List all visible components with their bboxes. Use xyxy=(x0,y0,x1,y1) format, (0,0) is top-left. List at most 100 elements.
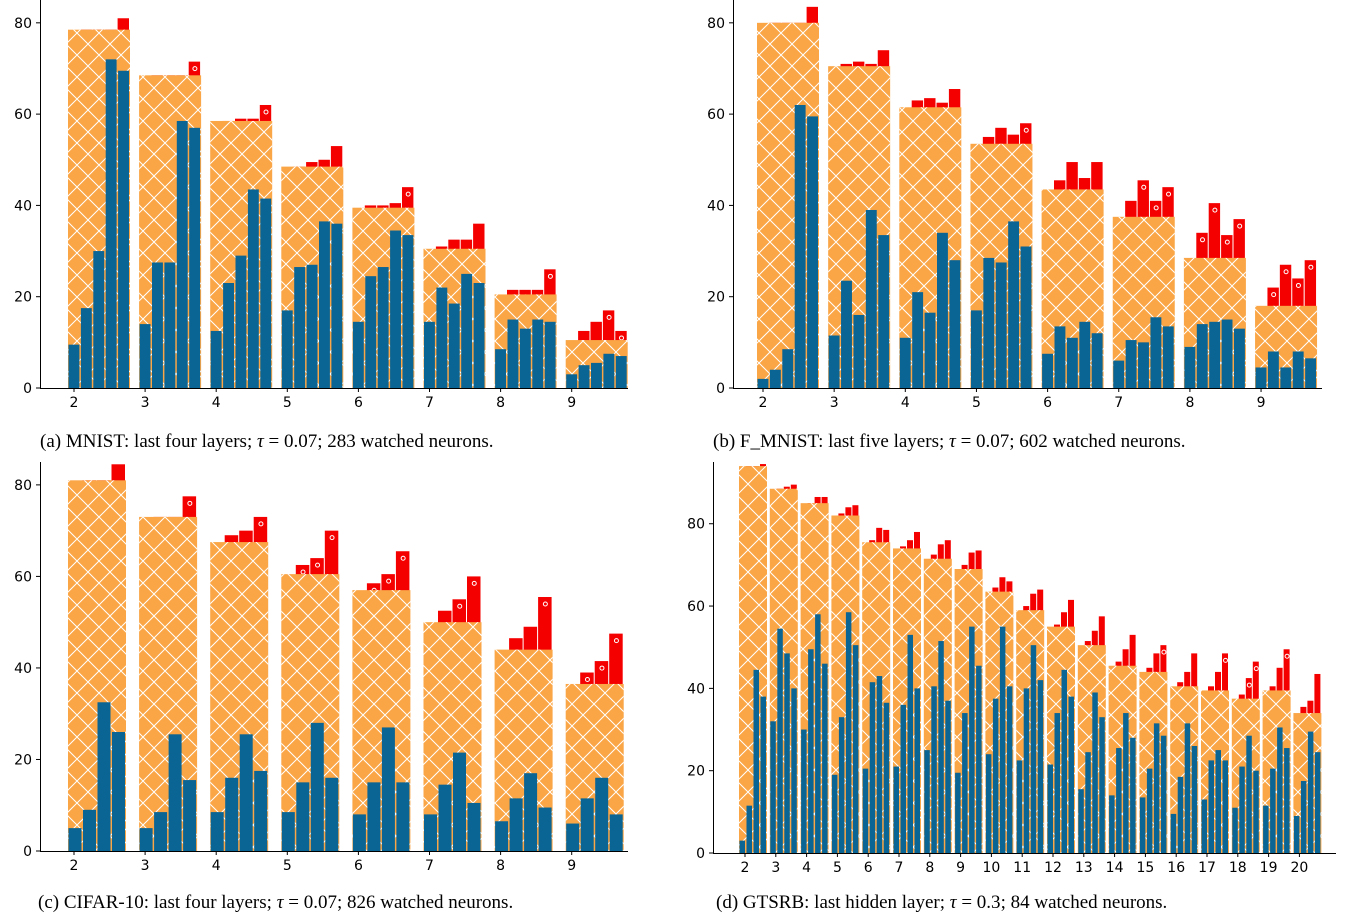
red-bar-b-7-3 xyxy=(1162,187,1174,218)
blue-bar-c-2-1 xyxy=(83,809,96,851)
x-tick-label-c-2: 2 xyxy=(70,858,79,874)
caption-d-tau: τ xyxy=(949,892,957,913)
blue-bar-d-7-2 xyxy=(907,634,913,853)
blue-bar-a-6-4 xyxy=(402,235,414,388)
red-bar-d-13-0 xyxy=(1084,641,1091,646)
blue-bar-d-6-2 xyxy=(876,676,883,853)
marker-dot-d-18-2 xyxy=(1253,666,1259,672)
marker-dot-c-5-0 xyxy=(300,569,306,575)
red-bar-b-2-3 xyxy=(806,6,818,24)
x-tick-label-b-9: 9 xyxy=(1257,395,1266,411)
x-tick-label-d-12: 12 xyxy=(1044,860,1062,876)
red-bar-d-12-1 xyxy=(1061,612,1067,628)
y-tick-label-a-80: 80 xyxy=(14,16,32,32)
blue-bar-d-8-3 xyxy=(945,700,951,853)
blue-bar-b-3-2 xyxy=(853,314,865,388)
red-bar-b-6-3 xyxy=(1091,162,1103,191)
red-bar-b-9-2 xyxy=(1292,278,1304,307)
x-tick-label-d-15: 15 xyxy=(1136,860,1154,876)
blue-bar-a-4-0 xyxy=(210,330,222,388)
blue-bar-d-2-1 xyxy=(746,805,752,853)
x-tick-label-d-14: 14 xyxy=(1106,860,1124,876)
marker-dot-d-17-2 xyxy=(1223,657,1228,663)
x-tick-label-d-19: 19 xyxy=(1260,860,1278,876)
x-tick-label-d-13: 13 xyxy=(1075,860,1093,876)
x-tick-label-d-4: 4 xyxy=(802,860,811,876)
red-bar-a-9-1 xyxy=(590,321,602,341)
blue-bar-a-5-1 xyxy=(294,267,306,388)
blue-bar-c-2-3 xyxy=(112,732,125,851)
blue-bar-c-4-3 xyxy=(254,770,268,851)
red-bar-d-5-1 xyxy=(845,507,852,517)
blue-bar-b-4-1 xyxy=(912,292,924,388)
blue-bar-a-7-0 xyxy=(424,321,435,388)
blue-bar-b-3-3 xyxy=(865,209,877,388)
blue-bar-c-3-3 xyxy=(183,780,197,851)
blue-bar-d-6-0 xyxy=(862,768,869,853)
blue-bar-b-4-2 xyxy=(924,312,936,388)
caption-a-tau: τ xyxy=(256,431,264,452)
marker-dot-c-5-1 xyxy=(315,562,321,568)
red-bar-b-7-2 xyxy=(1149,200,1162,218)
blue-bar-d-7-0 xyxy=(893,766,899,853)
red-bar-d-10-2 xyxy=(1006,581,1013,593)
red-bar-c-6-0 xyxy=(366,583,381,592)
chart-panel-b: 2 3 4 5 6 7 8 9 0 20 40 60 80 xyxy=(707,0,1322,411)
blue-bar-c-8-1 xyxy=(509,798,523,851)
chart-panel-d: 2 3 4 5 6 7 8 9 10 11 12 13 14 15 16 17 18 19 20 0 20 40 60 80 xyxy=(687,462,1336,876)
red-bar-c-8-0 xyxy=(509,638,523,651)
red-bar-d-5-0 xyxy=(838,513,845,517)
red-bar-b-8-1 xyxy=(1208,203,1221,259)
blue-bar-b-9-0 xyxy=(1255,367,1267,388)
red-bar-a-6-3 xyxy=(402,187,414,209)
marker-dot-b-8-1 xyxy=(1212,207,1218,213)
red-bar-d-12-0 xyxy=(1054,624,1060,628)
caption-a-prefix: (a) MNIST: last four layers; xyxy=(40,431,257,452)
y-tick-label-d-20: 20 xyxy=(687,764,705,780)
blue-bar-a-6-1 xyxy=(365,276,377,388)
blue-bar-d-19-1 xyxy=(1270,768,1276,853)
marker-dot-c-3-2 xyxy=(187,500,193,506)
red-bar-c-7-1 xyxy=(452,599,466,624)
blue-bar-d-10-3 xyxy=(1006,686,1013,853)
marker-dot-b-9-0 xyxy=(1271,292,1277,298)
blue-bar-b-6-3 xyxy=(1079,321,1091,388)
blue-bar-c-5-3 xyxy=(325,777,339,851)
red-bar-d-20-1 xyxy=(1307,700,1314,714)
red-bar-d-19-0 xyxy=(1269,686,1276,692)
red-bar-a-5-1 xyxy=(306,162,318,168)
marker-dot-a-3-3 xyxy=(192,66,198,72)
red-bar-a-8-2 xyxy=(531,289,544,296)
blue-bar-b-2-2 xyxy=(782,349,794,388)
blue-bar-a-6-3 xyxy=(390,230,401,388)
marker-dot-b-7-3 xyxy=(1166,191,1172,197)
red-bar-d-11-0 xyxy=(1023,606,1030,611)
blue-bar-a-4-1 xyxy=(223,283,234,388)
blue-bar-d-5-1 xyxy=(838,717,845,853)
blue-bar-b-8-4 xyxy=(1234,328,1245,388)
red-bar-c-6-2 xyxy=(395,551,410,592)
blue-bar-d-8-0 xyxy=(924,750,930,853)
red-bar-b-8-2 xyxy=(1221,235,1233,259)
caption-c-suffix: ; 826 watched neurons. xyxy=(336,892,514,913)
red-bar-d-8-0 xyxy=(930,554,937,560)
blue-bar-a-8-2 xyxy=(519,328,531,388)
x-tick-label-a-6: 6 xyxy=(354,395,363,411)
blue-bar-a-3-4 xyxy=(189,127,201,388)
x-tick-label-b-5: 5 xyxy=(972,395,981,411)
blue-bar-d-13-2 xyxy=(1092,692,1098,853)
blue-bar-a-7-2 xyxy=(448,303,460,388)
marker-dot-a-4-3 xyxy=(263,109,269,115)
red-bar-c-8-2 xyxy=(538,597,552,651)
marker-dot-d-18-1 xyxy=(1246,682,1252,688)
red-bar-d-11-1 xyxy=(1030,593,1037,611)
blue-bar-b-5-2 xyxy=(995,262,1007,388)
blue-bar-c-3-0 xyxy=(139,828,153,851)
blue-bar-d-19-2 xyxy=(1277,727,1283,853)
x-tick-label-d-2: 2 xyxy=(741,860,750,876)
blue-bar-b-7-2 xyxy=(1138,342,1149,388)
caption-d-tau-value: = 0.3 xyxy=(956,892,1001,913)
marker-dot-b-9-1 xyxy=(1283,269,1289,275)
marker-dot-c-8-2 xyxy=(542,601,548,607)
blue-bar-d-11-1 xyxy=(1023,688,1030,853)
